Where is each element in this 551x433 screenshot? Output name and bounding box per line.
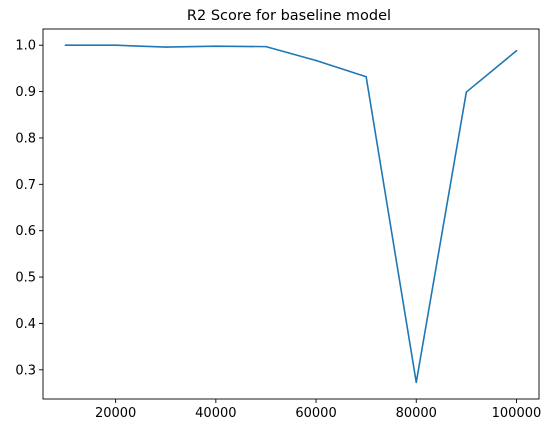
y-tick-label: 0.4 (15, 317, 36, 332)
axis-ticks: 20000 40000 60000 80000 100000 0.3 0.4 0.5 0.6 0.… (15, 39, 541, 421)
data-point (164, 46, 167, 48)
data-point (315, 59, 317, 62)
data-point (515, 49, 518, 52)
y-tick-label: 0.5 (15, 271, 36, 286)
chart-title: R2 Score for baseline model (187, 8, 391, 24)
y-tick-label: 0.8 (15, 131, 36, 146)
y-tick-label: 0.7 (15, 178, 36, 193)
series-lines (64, 44, 518, 384)
data-point (365, 75, 367, 78)
y-tick-label: 1.0 (15, 39, 36, 54)
y-tick-label: 0.6 (15, 224, 36, 239)
data-point (465, 91, 468, 93)
data-point (415, 381, 418, 384)
data-point (265, 45, 267, 48)
x-tick-label: 60000 (295, 406, 336, 421)
x-tick-label: 80000 (396, 406, 437, 421)
x-tick-label: 40000 (195, 406, 236, 421)
y-tick-label: 0.9 (15, 85, 36, 100)
x-tick-label: 20000 (95, 406, 136, 421)
y-tick-label: 0.3 (15, 363, 36, 378)
x-tick-label: 100000 (492, 406, 542, 421)
data-point (64, 44, 67, 47)
series-line (64, 44, 518, 384)
plot-area-frame (42, 28, 540, 400)
data-point (215, 45, 217, 47)
data-point (114, 44, 117, 47)
